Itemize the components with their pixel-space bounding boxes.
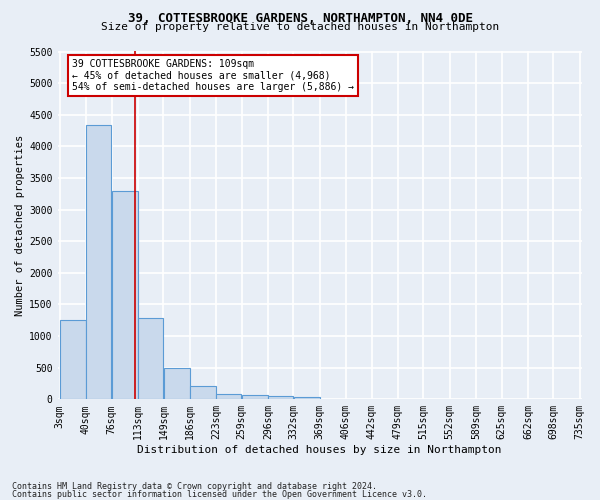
Bar	[216, 394, 241, 400]
Text: Contains HM Land Registry data © Crown copyright and database right 2024.: Contains HM Land Registry data © Crown c…	[12, 482, 377, 491]
Bar	[138, 318, 163, 400]
Bar	[268, 396, 293, 400]
Text: Contains public sector information licensed under the Open Government Licence v3: Contains public sector information licen…	[12, 490, 427, 499]
Bar	[293, 397, 320, 400]
Text: 39, COTTESBROOKE GARDENS, NORTHAMPTON, NN4 0DE: 39, COTTESBROOKE GARDENS, NORTHAMPTON, N…	[128, 12, 473, 26]
Bar	[190, 386, 216, 400]
Bar	[60, 320, 86, 400]
Bar	[112, 190, 137, 400]
X-axis label: Distribution of detached houses by size in Northampton: Distribution of detached houses by size …	[137, 445, 502, 455]
Bar	[86, 126, 112, 400]
Y-axis label: Number of detached properties: Number of detached properties	[15, 135, 25, 316]
Bar	[242, 395, 268, 400]
Text: Size of property relative to detached houses in Northampton: Size of property relative to detached ho…	[101, 22, 499, 32]
Text: 39 COTTESBROOKE GARDENS: 109sqm
← 45% of detached houses are smaller (4,968)
54%: 39 COTTESBROOKE GARDENS: 109sqm ← 45% of…	[72, 59, 354, 92]
Bar	[164, 368, 190, 400]
